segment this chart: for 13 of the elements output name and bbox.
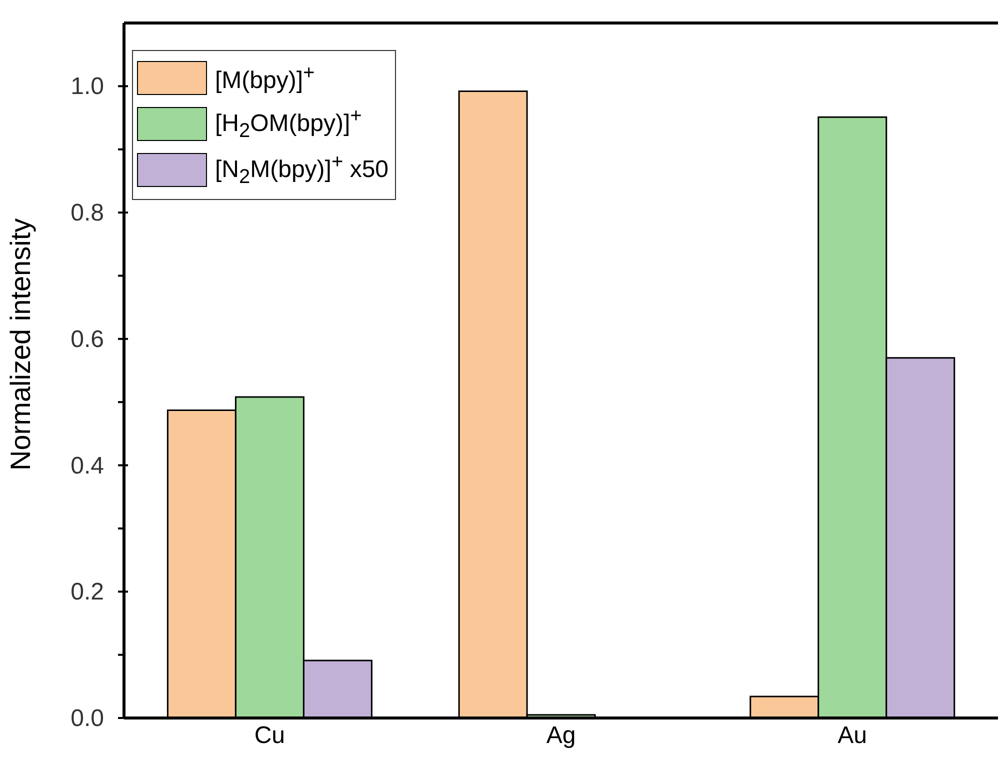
y-axis-title: Normalized intensity [4,218,36,470]
y-tick-label: 0.8 [70,200,104,227]
y-tick-label: 1.0 [70,73,104,100]
legend-label: [H$_{2}$OM(bpy)]$^{+}$ [215,105,362,143]
legend-label: [N$_{2}$M(bpy)]$^{+}$ x50 [215,151,389,189]
y-tick-label: 0.2 [70,578,104,606]
x-tick-label: Au [838,722,868,750]
y-tick-label: 0.6 [70,326,104,353]
x-tick-label: Cu [254,722,286,750]
y-tick-label: 0.4 [70,452,104,480]
legend-label: [M(bpy)]$^{+}$ [215,62,315,94]
y-tick-label: 0.0 [70,705,104,732]
x-tick-label: Ag [546,722,576,750]
